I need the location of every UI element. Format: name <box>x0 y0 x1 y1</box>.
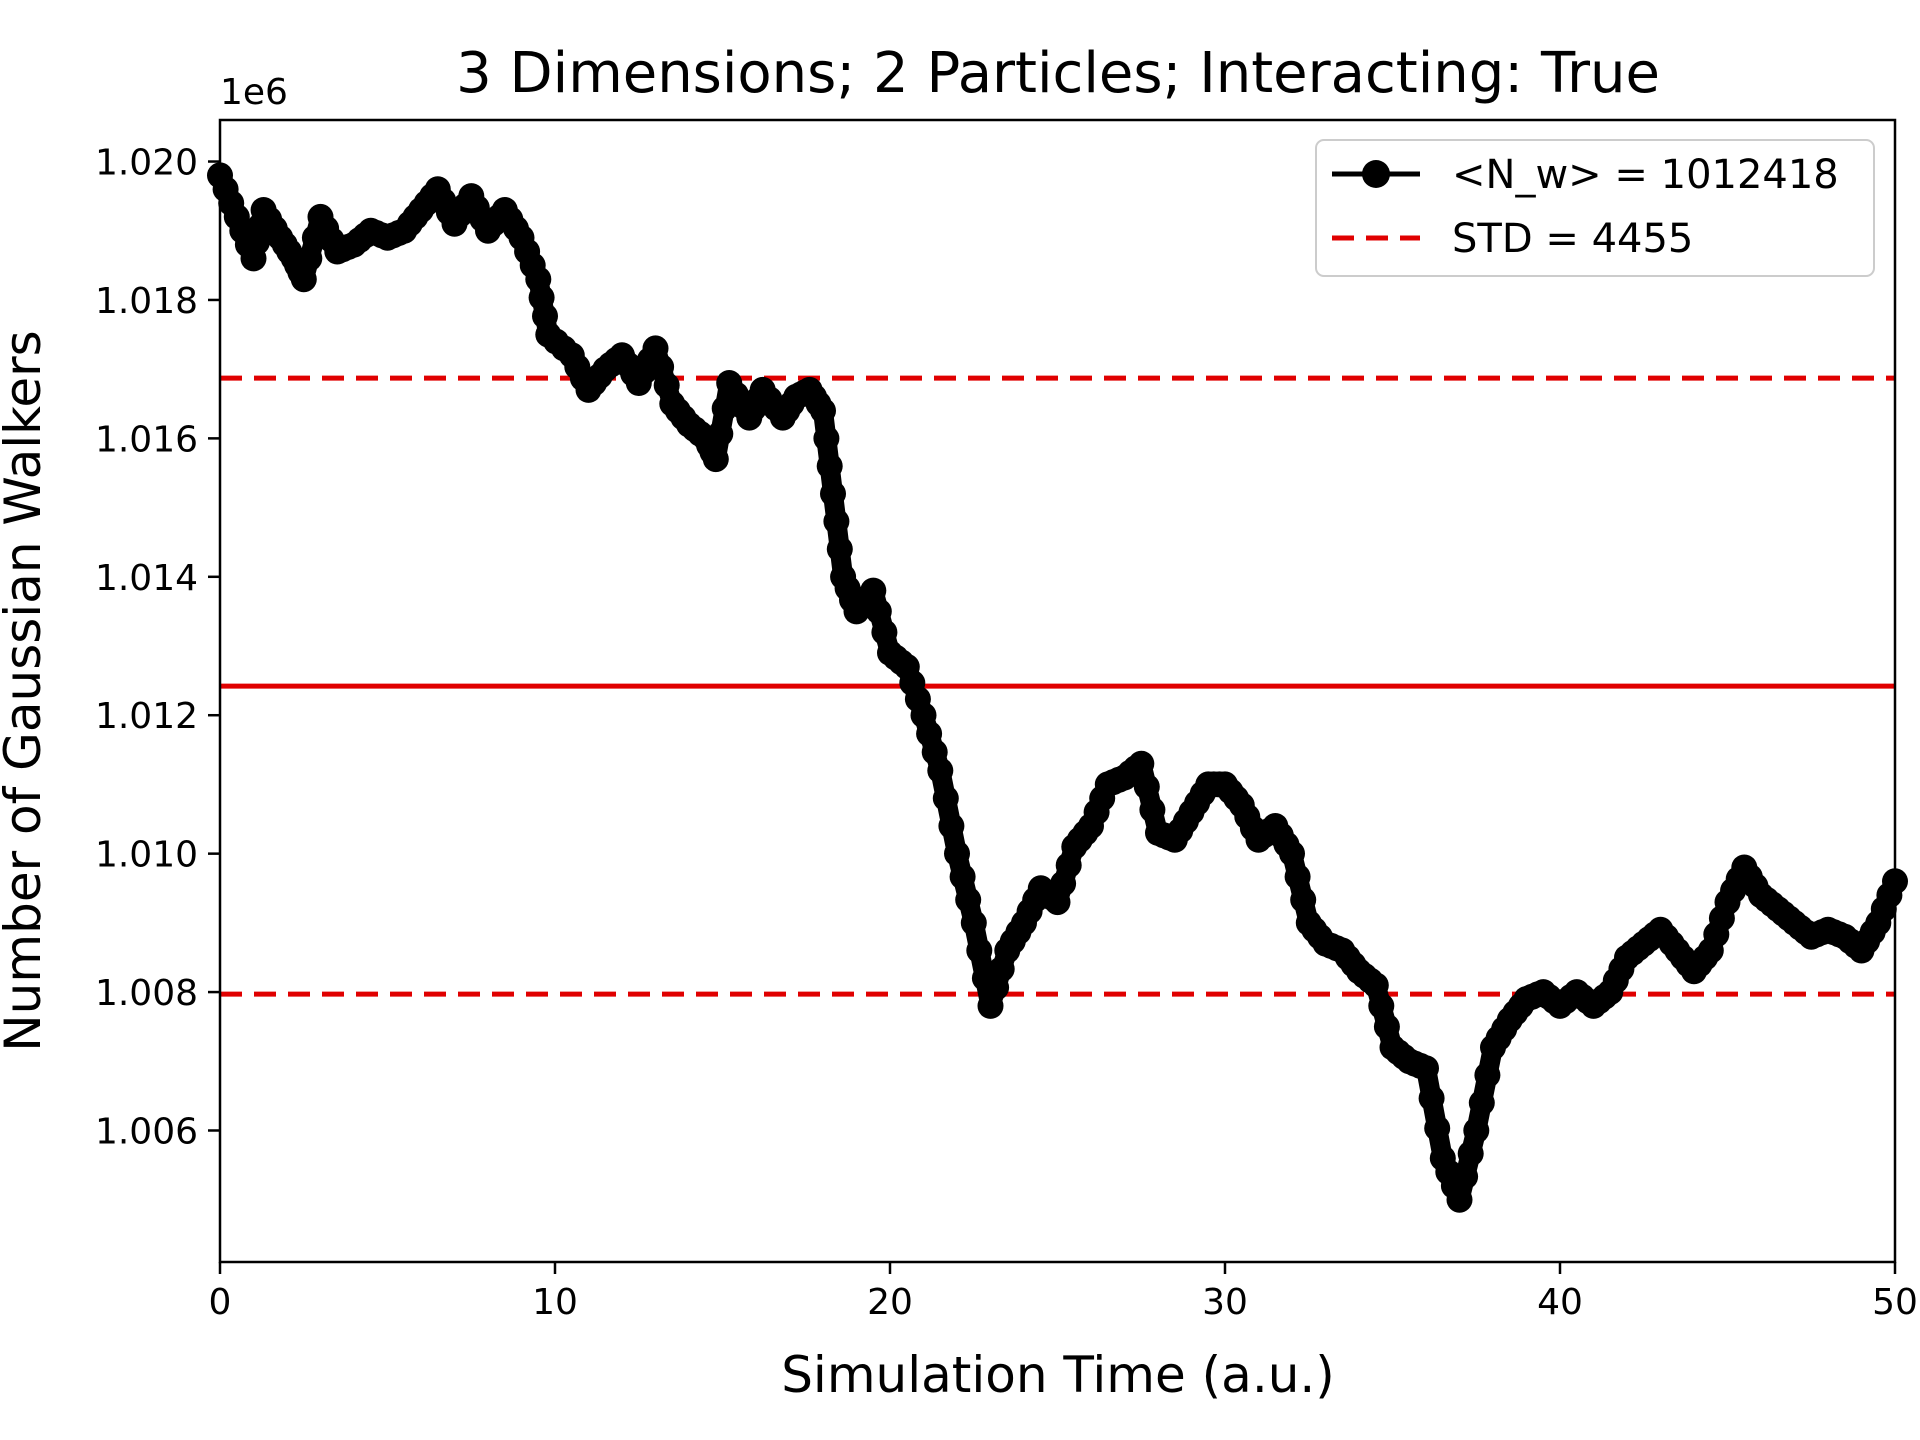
data-point <box>966 937 993 964</box>
y-tick-label: 1.014 <box>95 558 198 599</box>
legend-label-series: <N_w> = 1012418 <box>1452 152 1839 198</box>
x-tick-label: 0 <box>209 1282 232 1323</box>
data-point <box>1452 1163 1479 1190</box>
x-axis: 0 10 20 30 40 50 <box>209 1262 1918 1323</box>
y-axis: 1.006 1.008 1.010 1.012 1.014 1.016 1.018 1.020 <box>95 143 220 1152</box>
data-point <box>816 453 843 480</box>
legend: <N_w> = 1012418 STD = 4455 <box>1315 139 1875 277</box>
data-point <box>1474 1062 1501 1089</box>
data-point <box>1279 840 1305 867</box>
y-tick-label: 1.016 <box>95 419 198 460</box>
x-tick-label: 20 <box>867 1282 913 1323</box>
plot-frame <box>218 118 1897 1264</box>
chart-title: 3 Dimensions; 2 Particles; Interacting: … <box>456 41 1660 106</box>
x-axis-label: Simulation Time (a.u.) <box>781 1346 1335 1404</box>
data-point <box>820 480 846 507</box>
data-point <box>960 909 987 936</box>
data-point <box>823 508 850 535</box>
data-point <box>702 446 729 473</box>
data-point <box>1424 1115 1451 1142</box>
data-point <box>955 886 982 913</box>
data-point <box>1362 972 1389 999</box>
data-point <box>865 598 892 625</box>
data-point <box>826 536 853 563</box>
data-point <box>1457 1140 1484 1167</box>
data-point <box>1290 886 1317 913</box>
data-point <box>938 813 965 839</box>
data-point <box>813 425 840 452</box>
data-point <box>1284 863 1311 890</box>
data-point <box>949 863 976 890</box>
y-tick-label: 1.012 <box>95 696 198 737</box>
data-point <box>860 577 887 604</box>
y-tick-label: 1.006 <box>95 1111 198 1152</box>
data-point <box>1418 1085 1445 1112</box>
y-tick-label: 1.018 <box>95 281 198 322</box>
data-point <box>932 785 959 812</box>
data-point <box>944 840 970 867</box>
data-point <box>1463 1117 1490 1144</box>
data-point <box>871 619 898 646</box>
x-tick-label: 50 <box>1872 1282 1918 1323</box>
y-tick-label: 1.020 <box>95 143 198 184</box>
data-point <box>290 266 317 293</box>
y-tick-label: 1.008 <box>95 973 198 1014</box>
data-point <box>1413 1055 1439 1082</box>
x-tick-label: 30 <box>1202 1282 1248 1323</box>
legend-swatch-series-dot <box>1362 160 1390 188</box>
data-point <box>1373 1013 1400 1040</box>
y-tick-label: 1.010 <box>95 835 198 876</box>
data-point <box>1133 773 1160 800</box>
legend-box <box>1315 139 1875 277</box>
series-points <box>207 162 1908 1213</box>
x-tick-label: 40 <box>1537 1282 1583 1323</box>
y-offset-label: 1e6 <box>220 72 288 113</box>
data-point <box>1128 750 1155 777</box>
data-point <box>927 757 954 784</box>
legend-label-std: STD = 4455 <box>1452 216 1693 262</box>
x-tick-label: 10 <box>532 1282 578 1323</box>
data-point <box>1368 992 1395 1019</box>
data-point <box>1446 1186 1473 1213</box>
plot-area <box>207 162 1908 1213</box>
data-point <box>1468 1089 1495 1116</box>
data-point <box>810 397 836 424</box>
data-point <box>707 420 734 447</box>
data-point <box>296 245 323 272</box>
y-axis-label: Number of Gaussian Walkers <box>0 330 52 1051</box>
data-point <box>1139 796 1166 823</box>
